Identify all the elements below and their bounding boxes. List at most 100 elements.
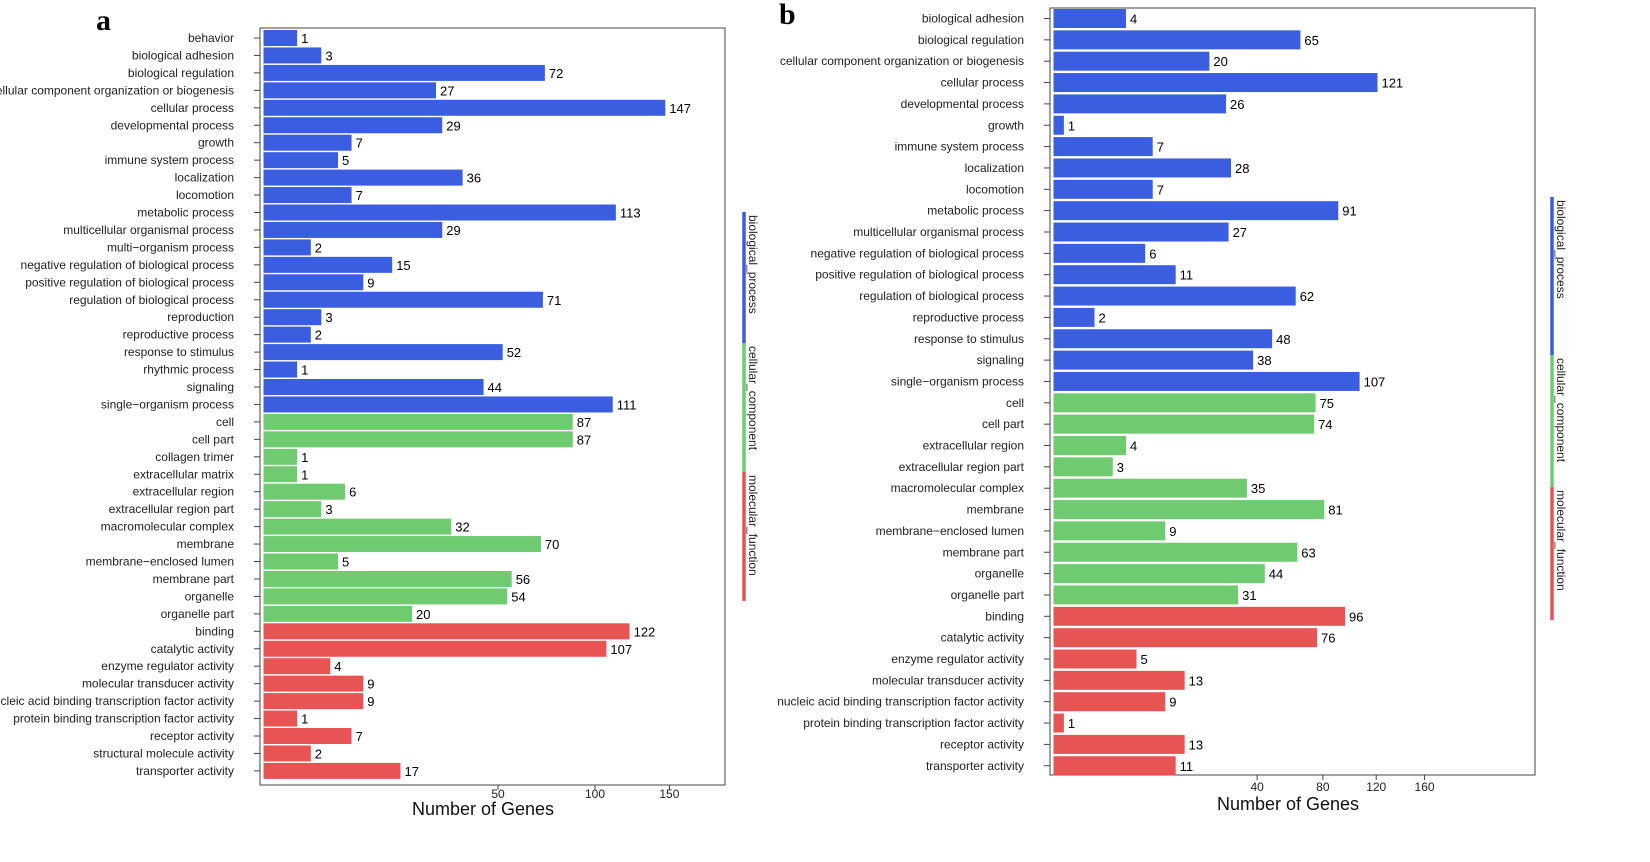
bar [263, 221, 443, 238]
category-label: biological regulation [128, 66, 234, 80]
value-label: 107 [1364, 374, 1386, 389]
category-label: membrane−enclosed lumen [86, 555, 234, 569]
value-label: 5 [342, 153, 349, 168]
bar [1053, 649, 1137, 669]
x-axis-title: Number of Genes [1217, 794, 1359, 814]
bar [1053, 286, 1296, 306]
bar [1053, 606, 1346, 626]
value-label: 87 [577, 432, 591, 447]
category-label: negative regulation of biological proces… [21, 258, 234, 272]
bar [263, 256, 393, 273]
value-label: 2 [1099, 310, 1106, 325]
category-label: multicellular organismal process [853, 225, 1024, 239]
value-label: 3 [325, 48, 332, 63]
bar [263, 762, 401, 779]
category-label: collagen trimer [155, 450, 234, 464]
bar [263, 117, 443, 134]
category-label: membrane part [943, 545, 1025, 559]
value-label: 62 [1300, 289, 1314, 304]
value-label: 11 [1180, 759, 1194, 774]
bar [1053, 307, 1095, 327]
value-label: 7 [356, 729, 363, 744]
value-label: 13 [1189, 673, 1203, 688]
bar [1053, 414, 1315, 434]
value-label: 4 [1130, 439, 1137, 454]
value-label: 9 [367, 275, 374, 290]
value-label: 9 [367, 677, 374, 692]
bar [1053, 756, 1176, 776]
value-label: 107 [610, 642, 632, 657]
category-label: developmental process [111, 118, 234, 132]
category-label: metabolic process [927, 204, 1024, 218]
x-tick-label: 150 [659, 787, 679, 801]
category-label: localization [175, 171, 234, 185]
bar [263, 413, 573, 430]
bar [263, 570, 512, 587]
value-label: 3 [1117, 460, 1124, 475]
value-label: 38 [1257, 353, 1271, 368]
category-label: extracellular region [923, 439, 1024, 453]
bar [263, 396, 613, 413]
bar [1053, 9, 1127, 28]
bar [263, 82, 436, 99]
value-label: 5 [342, 555, 349, 570]
bar [263, 518, 452, 535]
bar [263, 745, 311, 762]
bar [1053, 201, 1339, 221]
value-label: 70 [545, 537, 559, 552]
value-label: 1 [301, 450, 308, 465]
category-label: multicellular organismal process [63, 223, 234, 237]
category-label: transporter activity [136, 764, 234, 778]
x-tick-label: 160 [1415, 780, 1435, 794]
category-label: protein binding transcription factor act… [13, 712, 234, 726]
bar [263, 309, 322, 326]
category-label: catalytic activity [151, 642, 234, 656]
category-label: locomotion [176, 188, 234, 202]
category-label: biological regulation [918, 33, 1024, 47]
value-label: 81 [1328, 503, 1342, 518]
category-label: single−organism process [891, 374, 1024, 388]
bar [1053, 51, 1210, 71]
value-label: 2 [315, 328, 322, 343]
value-label: 1 [301, 31, 308, 46]
value-label: 44 [1269, 567, 1283, 582]
bar [263, 204, 616, 221]
plot-frame [259, 27, 726, 786]
category-label: membrane part [153, 572, 235, 586]
category-label: receptor activity [150, 729, 234, 743]
category-label: molecular transducer activity [82, 677, 234, 691]
category-label: membrane−enclosed lumen [876, 524, 1024, 538]
category-label: structural molecule activity [93, 746, 234, 760]
bar [1053, 500, 1325, 520]
category-label: cellular component organization or bioge… [780, 54, 1024, 68]
group-label: cellular_component [1554, 358, 1568, 463]
bar [263, 605, 413, 622]
category-label: extracellular matrix [133, 467, 234, 481]
category-label: catalytic activity [941, 631, 1024, 645]
bar [1053, 436, 1127, 455]
value-label: 91 [1342, 204, 1356, 219]
value-label: 44 [488, 380, 502, 395]
value-label: 2 [315, 746, 322, 761]
bar [263, 588, 508, 605]
bar [263, 710, 298, 727]
value-label: 71 [547, 293, 561, 308]
value-label: 1 [301, 712, 308, 727]
bar [263, 728, 352, 744]
category-label: protein binding transcription factor act… [803, 716, 1024, 730]
bar [1053, 585, 1239, 605]
bar [1053, 158, 1232, 178]
category-label: binding [195, 624, 234, 638]
bar [1053, 371, 1360, 391]
category-label: regulation of biological process [859, 289, 1024, 303]
bar [1053, 179, 1153, 199]
value-label: 56 [516, 572, 530, 587]
bar [263, 291, 543, 308]
category-label: reproductive process [123, 328, 234, 342]
value-label: 87 [577, 415, 591, 430]
category-label: cellular component organization or bioge… [0, 83, 234, 97]
value-label: 1 [301, 467, 308, 482]
category-label: behavior [188, 31, 234, 45]
bar [263, 675, 364, 692]
value-label: 111 [617, 397, 637, 412]
